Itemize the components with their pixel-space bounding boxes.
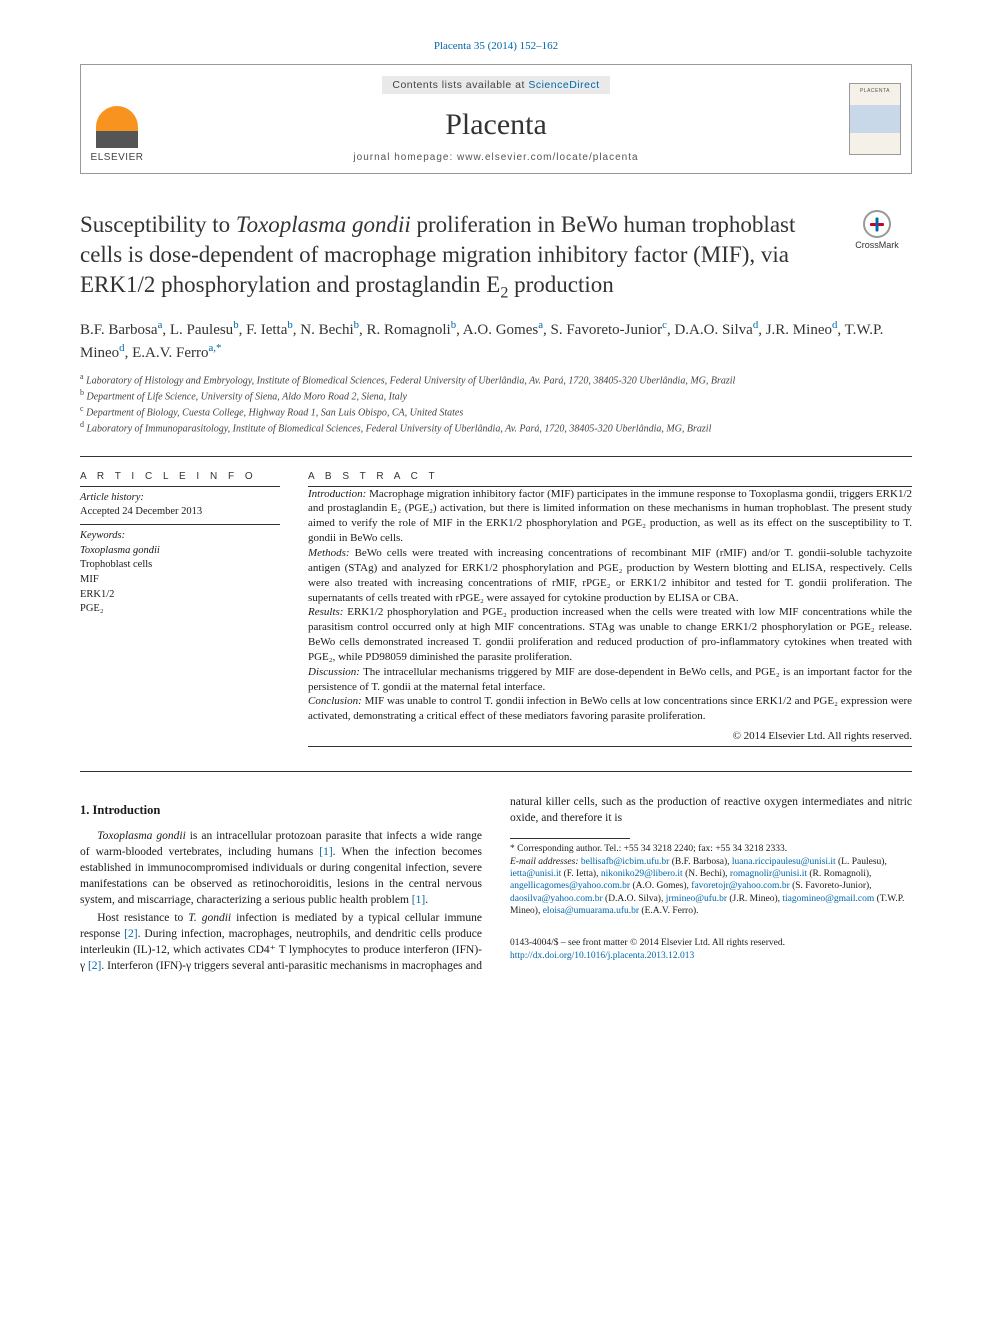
article-title: Susceptibility to Toxoplasma gondii prol… — [80, 210, 824, 304]
journal-homepage: journal homepage: www.elsevier.com/locat… — [161, 152, 831, 163]
footnote-rule — [510, 838, 630, 839]
history-label: Article history: — [80, 492, 144, 503]
affiliation-item: b Department of Life Science, University… — [80, 388, 912, 404]
contents-list-line: Contents lists available at ScienceDirec… — [382, 76, 609, 94]
keyword: ERK1/2 — [80, 589, 114, 600]
email-link[interactable]: luana.riccipaulesu@unisi.it — [732, 857, 836, 867]
keywords-label: Keywords: — [80, 530, 125, 541]
email-link[interactable]: jrmineo@ufu.br — [666, 894, 727, 904]
title-ital1: Toxoplasma gondii — [236, 212, 411, 237]
elsevier-tree-icon — [96, 106, 138, 148]
title-row: Susceptibility to Toxoplasma gondii prol… — [80, 210, 912, 304]
info-abstract-row: A R T I C L E I N F O Article history: A… — [80, 465, 912, 748]
p1c-text: . — [425, 894, 428, 906]
corresponding-author: * Corresponding author. Tel.: +55 34 321… — [510, 843, 912, 855]
affiliations: a Laboratory of Histology and Embryology… — [80, 372, 912, 435]
cite-1[interactable]: [1] — [319, 846, 332, 858]
email-link[interactable]: favoretojr@yahoo.com.br — [691, 881, 789, 891]
cover-image — [849, 83, 901, 155]
authors-list: B.F. Barbosaa, L. Paulesub, F. Iettab, N… — [80, 318, 912, 364]
publisher-name: ELSEVIER — [91, 152, 144, 163]
cite-2a[interactable]: [2] — [124, 928, 137, 940]
rule-top — [80, 456, 912, 457]
abstract-column: A B S T R A C T Introduction: Macrophage… — [308, 465, 912, 748]
email-label: E-mail addresses: — [510, 857, 579, 867]
header-center: Contents lists available at ScienceDirec… — [153, 65, 839, 173]
crossmark-badge[interactable]: CrossMark — [842, 210, 912, 250]
sciencedirect-link[interactable]: ScienceDirect — [528, 79, 599, 91]
keyword: MIF — [80, 574, 99, 585]
p2-ital: T. gondii — [188, 912, 231, 924]
results-label: Results: — [308, 606, 343, 618]
keyword: Trophoblast cells — [80, 559, 152, 570]
email-link[interactable]: tiagomineo@gmail.com — [782, 894, 874, 904]
email-addresses: E-mail addresses: bellisafb@icbim.ufu.br… — [510, 856, 912, 918]
email-link[interactable]: eloisa@umuarama.ufu.br — [543, 906, 639, 916]
email-link[interactable]: bellisafb@icbim.ufu.br — [581, 857, 669, 867]
cite-2b[interactable]: [2] — [88, 960, 101, 972]
email-link[interactable]: ietta@unisi.it — [510, 869, 561, 879]
article-history: Article history: Accepted 24 December 20… — [80, 487, 280, 524]
article-info-heading: A R T I C L E I N F O — [80, 465, 280, 486]
crossmark-icon — [863, 210, 891, 238]
abstract-conclusion: MIF was unable to control T. gondii infe… — [308, 695, 912, 722]
email-link[interactable]: angellicagomes@yahoo.com.br — [510, 881, 630, 891]
publisher-logo: ELSEVIER — [81, 65, 153, 173]
discussion-label: Discussion: — [308, 666, 360, 678]
contents-prefix: Contents lists available at — [392, 79, 528, 91]
affiliation-item: d Laboratory of Immunoparasitology, Inst… — [80, 420, 912, 436]
article-info-column: A R T I C L E I N F O Article history: A… — [80, 465, 280, 748]
intro-label: Introduction: — [308, 488, 366, 500]
affiliation-item: c Department of Biology, Cuesta College,… — [80, 404, 912, 420]
methods-label: Methods: — [308, 547, 350, 559]
affiliation-item: a Laboratory of Histology and Embryology… — [80, 372, 912, 388]
section-1-heading: 1. Introduction — [80, 802, 482, 820]
footnotes: * Corresponding author. Tel.: +55 34 321… — [510, 843, 912, 917]
rule-mid — [80, 771, 912, 772]
journal-name: Placenta — [161, 108, 831, 142]
doi-link[interactable]: http://dx.doi.org/10.1016/j.placenta.201… — [510, 951, 694, 961]
conclusion-label: Conclusion: — [308, 695, 362, 707]
abstract-body: Introduction: Macrophage migration inhib… — [308, 487, 912, 725]
abstract-intro: Macrophage migration inhibitory factor (… — [308, 488, 912, 545]
journal-header: ELSEVIER Contents lists available at Sci… — [80, 64, 912, 174]
homepage-prefix: journal homepage: — [353, 152, 457, 163]
abstract-results: ERK1/2 phosphorylation and PGE₂ producti… — [308, 606, 912, 663]
crossmark-label: CrossMark — [855, 240, 899, 250]
keyword: Toxoplasma gondii — [80, 545, 160, 556]
body-columns: 1. Introduction Toxoplasma gondii is an … — [80, 794, 912, 974]
keyword: PGE₂ — [80, 603, 104, 614]
p2a: Host resistance to — [97, 912, 188, 924]
abstract-copyright: © 2014 Elsevier Ltd. All rights reserved… — [308, 730, 912, 742]
abstract-discussion: The intracellular mechanisms triggered b… — [308, 666, 912, 693]
abstract-methods: BeWo cells were treated with increasing … — [308, 547, 912, 604]
tgondii-ital: Toxoplasma gondii — [97, 830, 186, 842]
email-link[interactable]: romagnolir@unisi.it — [730, 869, 807, 879]
title-p1: Susceptibility to — [80, 212, 236, 237]
abstract-heading: A B S T R A C T — [308, 465, 912, 486]
abs-rule-2 — [308, 746, 912, 747]
keywords-block: Keywords: Toxoplasma gondii Trophoblast c… — [80, 525, 280, 621]
bottom-matter: 0143-4004/$ – see front matter © 2014 El… — [510, 937, 912, 963]
cover-thumbnail — [839, 65, 911, 173]
email-link[interactable]: daosilva@yahoo.com.br — [510, 894, 603, 904]
issn-line: 0143-4004/$ – see front matter © 2014 El… — [510, 937, 912, 950]
email-link[interactable]: nikoniko29@libero.it — [601, 869, 683, 879]
citation-line: Placenta 35 (2014) 152–162 — [80, 40, 912, 52]
title-p3: production — [508, 272, 613, 297]
homepage-url[interactable]: www.elsevier.com/locate/placenta — [457, 152, 639, 163]
cite-1b[interactable]: [1] — [412, 894, 425, 906]
keywords-list: Toxoplasma gondii Trophoblast cells MIF ERK… — [80, 545, 160, 615]
intro-para-1: Toxoplasma gondii is an intracellular pr… — [80, 828, 482, 908]
accepted-date: Accepted 24 December 2013 — [80, 506, 202, 517]
